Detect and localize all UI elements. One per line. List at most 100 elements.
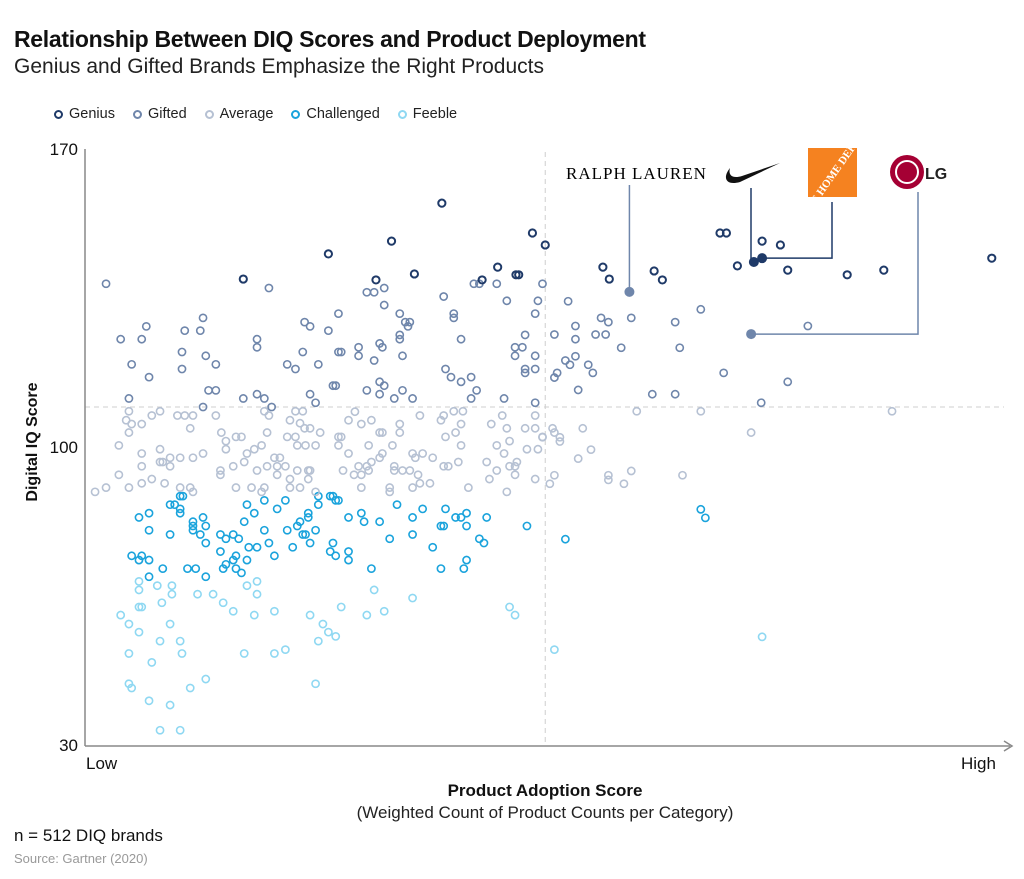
data-point-feeble — [134, 602, 144, 612]
data-point-gifted — [510, 351, 520, 361]
data-point-challenged — [344, 547, 353, 556]
data-point-gifted — [137, 334, 147, 344]
data-point-gifted — [783, 377, 793, 387]
data-point-feeble — [134, 627, 144, 637]
data-point-genius — [477, 275, 487, 285]
y-tick-30: 30 — [59, 736, 78, 755]
data-point-genius — [437, 198, 447, 208]
data-point-average — [439, 411, 449, 420]
data-point-challenged — [456, 513, 466, 522]
data-point-challenged — [325, 491, 335, 501]
data-point-average — [101, 483, 111, 492]
data-point-challenged — [418, 504, 428, 514]
highlighted-point-nike — [748, 257, 759, 268]
data-point-challenged — [482, 513, 492, 522]
data-point-average — [356, 483, 366, 492]
data-point-challenged — [436, 564, 446, 574]
data-point-gifted — [520, 364, 530, 374]
data-point-average — [264, 411, 274, 420]
data-point-average — [415, 411, 425, 420]
data-point-average — [216, 428, 226, 437]
data-point-challenged — [288, 542, 298, 552]
data-point-feeble — [549, 645, 559, 655]
data-point-challenged — [344, 555, 353, 565]
data-point-challenged — [696, 504, 706, 514]
data-point-gifted — [362, 287, 372, 297]
data-point-gifted — [601, 330, 611, 339]
sample-size-note: n = 512 DIQ brands — [14, 826, 163, 845]
data-point-gifted — [305, 321, 315, 331]
data-point-feeble — [152, 581, 162, 591]
data-point-genius — [323, 249, 333, 259]
data-point-feeble — [336, 602, 346, 612]
data-point-challenged — [366, 564, 376, 574]
data-point-feeble — [116, 610, 126, 620]
data-point-average — [291, 406, 300, 416]
data-point-average — [364, 466, 374, 475]
data-point-challenged — [188, 521, 198, 531]
data-point-gifted — [369, 356, 379, 365]
data-point-genius — [987, 253, 997, 263]
data-point-gifted — [756, 398, 766, 408]
data-point-average — [632, 406, 642, 416]
data-point-genius — [721, 228, 732, 238]
data-point-gifted — [675, 343, 685, 353]
legend-item-gifted: Gifted — [132, 106, 187, 122]
data-point-average — [458, 406, 468, 416]
data-point-gifted — [549, 330, 559, 339]
data-point-gifted — [517, 342, 527, 352]
data-point-challenged — [195, 530, 205, 539]
data-point-challenged — [270, 551, 279, 561]
data-point-challenged — [244, 542, 254, 552]
data-point-average — [549, 428, 559, 437]
data-point-gifted — [502, 296, 512, 306]
data-point-challenged — [325, 547, 335, 556]
data-point-average — [188, 411, 198, 420]
data-point-average — [160, 478, 170, 488]
data-point-average — [482, 457, 492, 467]
data-point-genius — [879, 265, 889, 275]
data-point-challenged — [334, 495, 343, 505]
data-point-average — [530, 474, 540, 484]
data-point-average — [221, 444, 231, 454]
data-point-feeble — [252, 576, 262, 586]
data-point-gifted — [573, 385, 583, 395]
data-point-average — [275, 453, 285, 463]
data-point-average — [262, 428, 272, 437]
data-point-gifted — [354, 342, 363, 352]
legend-item-challenged: Challenged — [291, 106, 380, 122]
data-point-gifted — [398, 385, 407, 395]
legend-label: Challenged — [306, 106, 380, 122]
data-point-average — [502, 487, 512, 497]
data-point-average — [147, 411, 157, 420]
legend-label: Gifted — [147, 106, 187, 122]
data-point-gifted — [177, 364, 187, 374]
data-point-genius — [783, 265, 793, 275]
data-point-challenged — [144, 555, 154, 565]
data-point-feeble — [505, 602, 514, 612]
legend-marker — [397, 109, 407, 119]
data-point-challenged — [264, 538, 274, 548]
data-point-average — [389, 461, 399, 471]
data-point-average — [344, 415, 353, 425]
data-point-feeble — [270, 649, 279, 658]
data-point-gifted — [124, 394, 134, 403]
data-point-average — [573, 454, 583, 463]
data-point-gifted — [520, 330, 530, 340]
data-point-gifted — [803, 321, 813, 331]
data-point-gifted — [354, 351, 363, 361]
data-point-challenged — [218, 564, 228, 574]
data-point-feeble — [155, 725, 165, 735]
data-point-gifted — [696, 304, 706, 314]
data-point-average — [124, 406, 134, 416]
data-point-genius — [842, 270, 852, 280]
data-point-gifted — [647, 389, 657, 399]
data-point-average — [124, 483, 134, 492]
data-point-average — [231, 483, 241, 492]
data-point-average — [90, 487, 100, 497]
data-point-feeble — [379, 606, 389, 616]
data-point-average — [545, 479, 555, 489]
data-point-average — [239, 457, 249, 467]
data-point-gifted — [201, 351, 211, 361]
